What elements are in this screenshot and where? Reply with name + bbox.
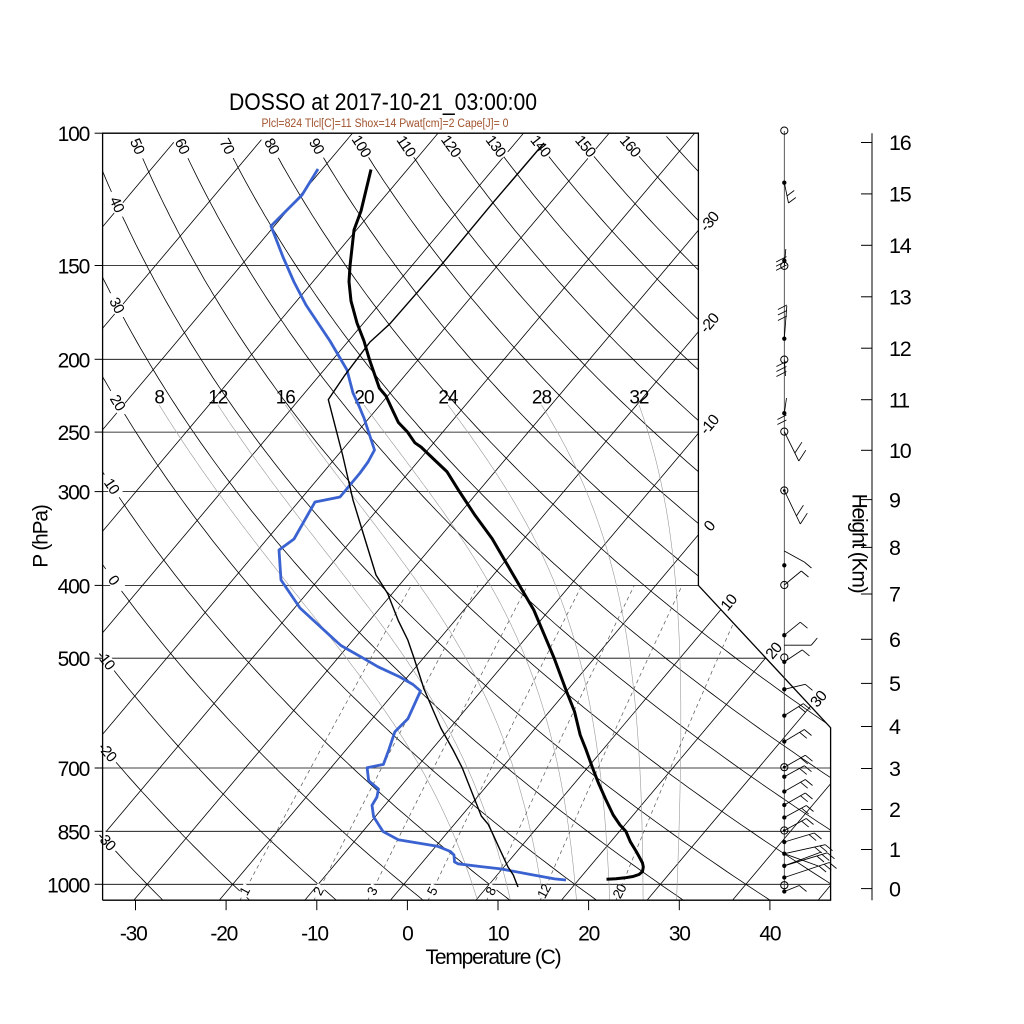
- svg-text:2: 2: [889, 798, 900, 822]
- svg-text:60: 60: [171, 136, 193, 157]
- svg-text:14: 14: [889, 234, 912, 258]
- svg-text:3: 3: [889, 757, 901, 781]
- svg-text:9: 9: [889, 488, 900, 512]
- svg-text:20: 20: [610, 882, 630, 901]
- svg-text:13: 13: [889, 286, 912, 310]
- svg-text:250: 250: [58, 422, 90, 445]
- svg-text:15: 15: [889, 183, 912, 207]
- svg-text:30: 30: [669, 923, 690, 946]
- svg-text:100: 100: [58, 123, 90, 146]
- svg-text:Plcl=824 Tlcl[C]=11 Shox=14 Pw: Plcl=824 Tlcl[C]=11 Shox=14 Pwat[cm]=2 C…: [262, 118, 509, 130]
- svg-text:-10: -10: [301, 923, 328, 946]
- svg-text:500: 500: [58, 648, 90, 671]
- svg-text:200: 200: [58, 349, 90, 372]
- svg-text:850: 850: [58, 821, 90, 844]
- svg-text:-20: -20: [210, 923, 237, 946]
- svg-text:11: 11: [889, 388, 909, 412]
- svg-text:10: 10: [488, 923, 509, 946]
- svg-text:40: 40: [106, 194, 128, 215]
- svg-text:300: 300: [58, 482, 90, 505]
- svg-text:7: 7: [889, 583, 900, 607]
- svg-text:16: 16: [889, 131, 912, 155]
- svg-text:-30: -30: [120, 923, 147, 946]
- svg-text:12: 12: [889, 337, 911, 361]
- svg-text:Temperature (C): Temperature (C): [426, 946, 561, 969]
- svg-text:P (hPa): P (hPa): [30, 505, 53, 568]
- svg-text:150: 150: [58, 256, 90, 279]
- svg-text:50: 50: [126, 136, 148, 157]
- svg-text:Height (Km): Height (Km): [848, 494, 871, 593]
- svg-text:0: 0: [889, 877, 901, 901]
- svg-text:32: 32: [629, 387, 649, 408]
- svg-text:40: 40: [759, 923, 780, 946]
- svg-text:12: 12: [534, 882, 554, 901]
- svg-text:8: 8: [154, 387, 164, 408]
- svg-text:10: 10: [889, 439, 912, 463]
- svg-text:0: 0: [402, 923, 413, 946]
- svg-text:12: 12: [208, 387, 228, 408]
- svg-text:20: 20: [354, 387, 374, 408]
- svg-text:24: 24: [438, 387, 459, 408]
- svg-text:16: 16: [276, 387, 296, 408]
- svg-text:28: 28: [532, 387, 552, 408]
- svg-text:5: 5: [889, 672, 901, 696]
- svg-text:8: 8: [889, 536, 901, 560]
- svg-text:400: 400: [58, 575, 90, 598]
- svg-text:6: 6: [889, 628, 901, 652]
- svg-text:DOSSO at 2017-10-21_03:00:00: DOSSO at 2017-10-21_03:00:00: [229, 89, 537, 116]
- svg-text:4: 4: [889, 715, 901, 739]
- svg-text:1000: 1000: [47, 874, 89, 897]
- svg-text:20: 20: [578, 923, 599, 946]
- svg-text:1: 1: [889, 838, 900, 862]
- svg-text:700: 700: [58, 758, 90, 781]
